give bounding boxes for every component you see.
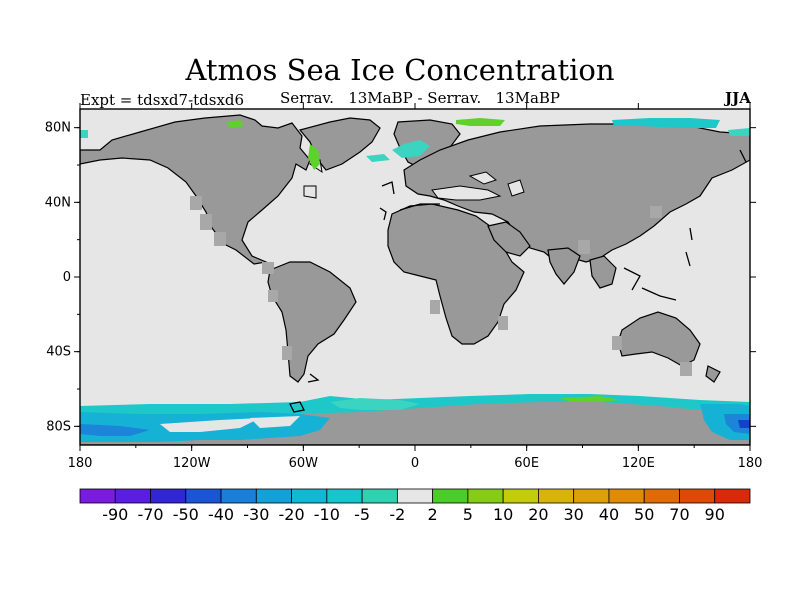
colorbar-swatch xyxy=(679,488,716,504)
colorbar: -90 -70 -50 -40 -30 -20 -10 -5 -2 2 5 10 20 30 40 50 70 9… xyxy=(79,488,751,524)
colorbar-label: -40 xyxy=(208,505,234,524)
colorbar-swatch xyxy=(326,488,363,504)
period-subtitle: Serrav. 13MaBP - Serrav. 13MaBP xyxy=(280,89,561,107)
lon-tick-label: 60E xyxy=(514,456,539,471)
colorbar-label: 50 xyxy=(634,505,654,524)
colorbar-swatch xyxy=(573,488,610,504)
colorbar-label: -20 xyxy=(279,505,305,524)
lat-tick-label: 40S xyxy=(46,345,71,360)
se-asia xyxy=(589,255,617,289)
colorbar-label: 10 xyxy=(493,505,513,524)
colorbar-label: -30 xyxy=(243,505,269,524)
colorbar-swatch xyxy=(714,488,751,504)
colorbar-label: 90 xyxy=(705,505,725,524)
colorbar-label: 2 xyxy=(428,505,438,524)
lat-tick-label: 80S xyxy=(46,419,71,434)
lon-tick-label: 120E xyxy=(622,456,655,471)
ice-anomaly-patches xyxy=(80,118,750,442)
lat-tick-label: 80N xyxy=(45,121,71,136)
colorbar-label: 5 xyxy=(463,505,473,524)
colorbar-swatch xyxy=(185,488,222,504)
colorbar-swatch xyxy=(255,488,292,504)
axis-ticks xyxy=(74,103,756,451)
colorbar-swatch xyxy=(361,488,398,504)
experiment-label: Expt = tdsxd7-tdsxd6 xyxy=(80,91,245,109)
season-label: JJA xyxy=(725,89,751,107)
colorbar-swatch xyxy=(467,488,504,504)
colorbar-swatch xyxy=(432,488,469,504)
colorbar-label: 30 xyxy=(564,505,584,524)
new-zealand xyxy=(705,365,721,383)
eurasia xyxy=(403,123,750,263)
axis-labels: 80N 40N 0 40S 80S 180 120W 60W 0 60E 120E 180 xyxy=(45,121,763,471)
colorbar-swatch xyxy=(608,488,645,504)
lat-tick-label: 0 xyxy=(63,270,71,285)
colorbar-swatch xyxy=(643,488,680,504)
land-grid-fringe xyxy=(190,196,692,376)
lon-tick-label: 60W xyxy=(289,456,319,471)
lon-tick-label: 120W xyxy=(173,456,211,471)
lon-tick-label: 0 xyxy=(411,456,419,471)
colorbar-swatch xyxy=(150,488,187,504)
lon-tick-label: 180 xyxy=(68,456,93,471)
colorbar-swatch xyxy=(502,488,539,504)
india xyxy=(547,247,581,285)
colorbar-swatch xyxy=(291,488,328,504)
colorbar-label: 40 xyxy=(599,505,619,524)
africa xyxy=(387,203,525,345)
colorbar-label: -50 xyxy=(173,505,199,524)
colorbar-swatch xyxy=(220,488,257,504)
lat-tick-label: 40N xyxy=(45,195,71,210)
inland-waters xyxy=(303,159,525,201)
colorbar-swatch xyxy=(114,488,151,504)
lon-tick-label: 180 xyxy=(738,456,763,471)
colorbar-label: -10 xyxy=(314,505,340,524)
colorbar-label: -2 xyxy=(389,505,405,524)
chart-title: Atmos Sea Ice Concentration xyxy=(185,53,615,87)
colorbar-swatch xyxy=(396,488,434,504)
colorbar-label: -90 xyxy=(102,505,128,524)
colorbar-label: -5 xyxy=(354,505,370,524)
colorbar-label: -70 xyxy=(137,505,163,524)
colorbar-swatch xyxy=(538,488,575,504)
arabia xyxy=(487,221,531,257)
coastlines xyxy=(289,149,747,413)
north-america xyxy=(80,114,311,265)
colorbar-label: 70 xyxy=(669,505,689,524)
colorbar-label: 20 xyxy=(528,505,548,524)
colorbar-swatch xyxy=(79,488,116,504)
